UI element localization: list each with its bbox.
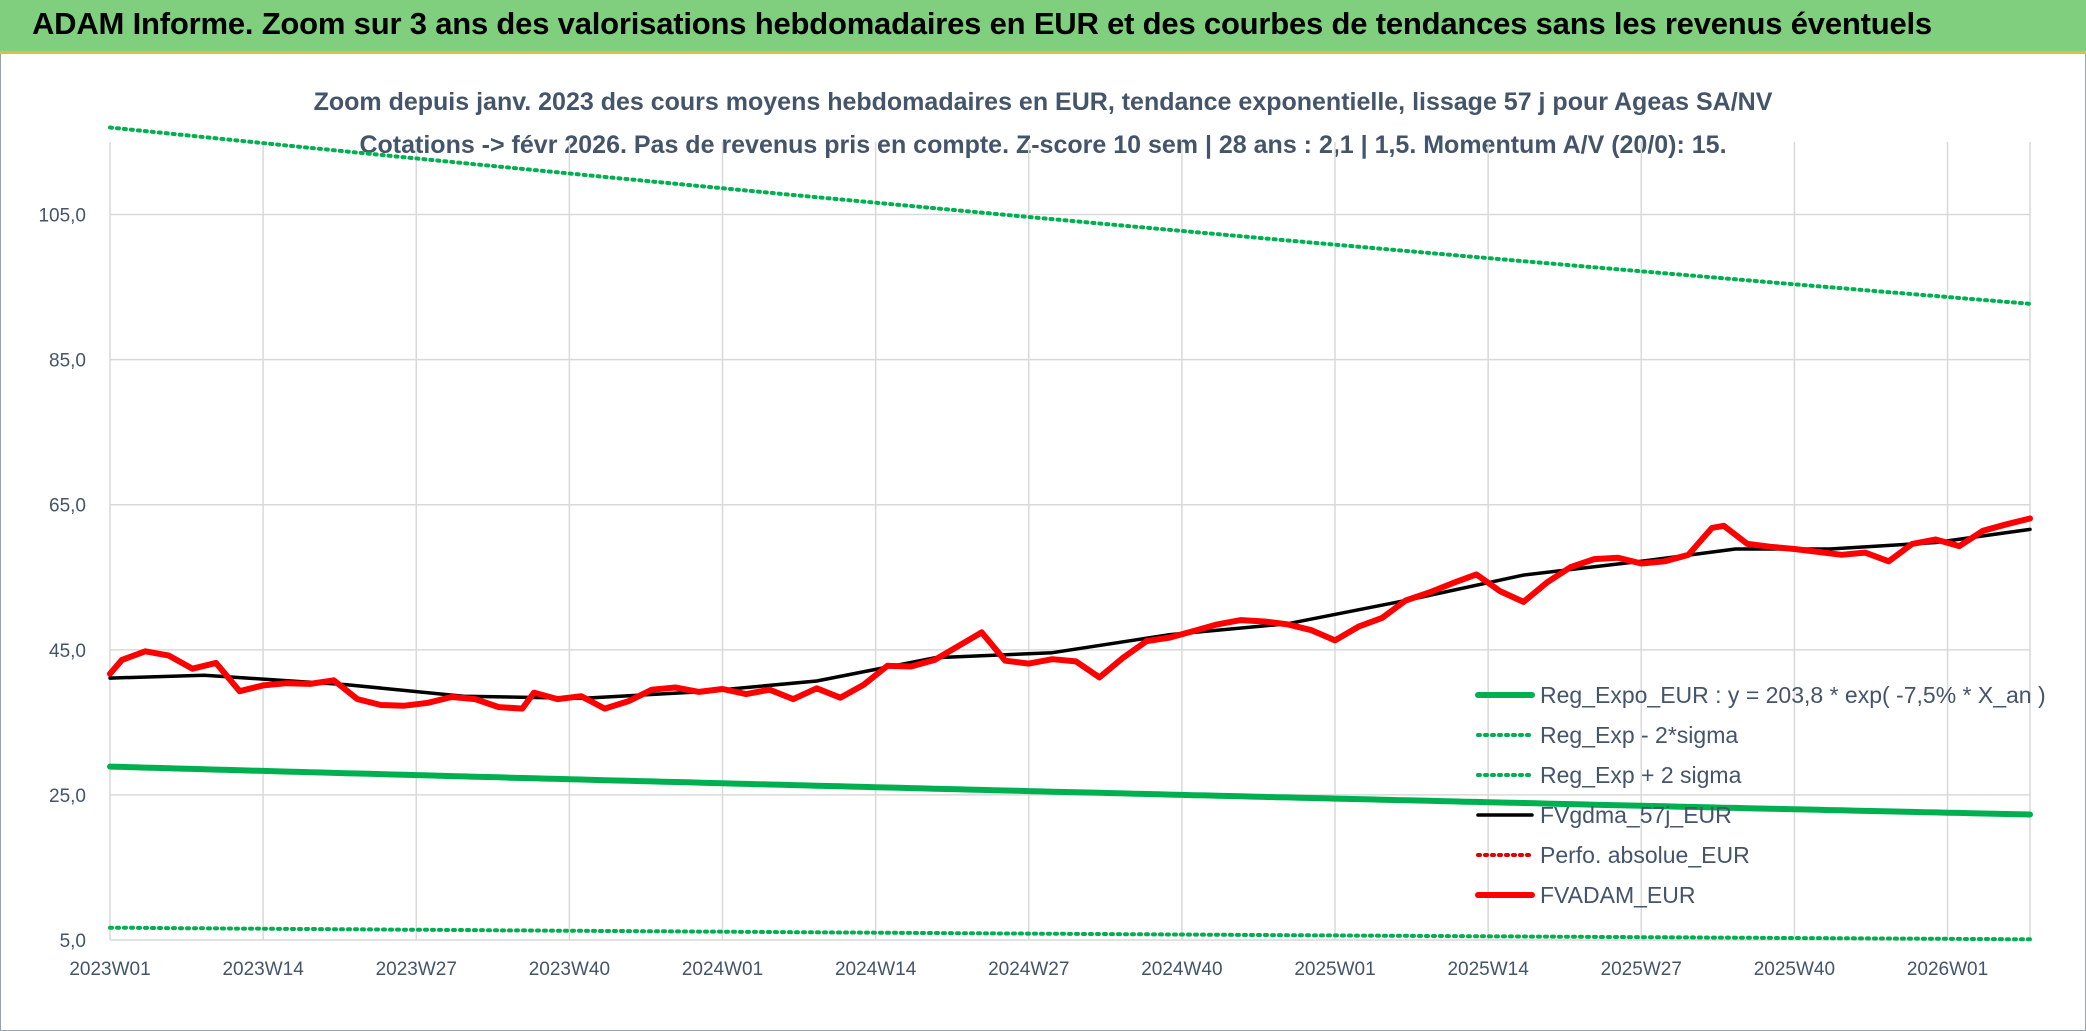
legend-label: FVADAM_EUR [1540, 882, 1696, 908]
x-tick-label: 2025W40 [1754, 959, 1835, 980]
x-tick-label: 2023W40 [529, 959, 610, 980]
legend-label: Reg_Exp + 2 sigma [1540, 762, 1742, 788]
chart-title: Zoom depuis janv. 2023 des cours moyens … [314, 88, 1773, 116]
x-tick-label: 2025W14 [1447, 959, 1529, 980]
fvgdma-line [108, 527, 2032, 701]
y-tick-label: 5,0 [60, 931, 86, 952]
chart-subtitle: Cotations -> févr 2026. Pas de revenus p… [359, 131, 1726, 159]
y-tick-label: 45,0 [49, 641, 86, 662]
gridlines [109, 142, 2031, 941]
legend: Reg_Expo_EUR : y = 203,8 * exp( -7,5% * … [1475, 682, 2046, 908]
x-tick-label: 2025W01 [1294, 959, 1375, 980]
axis-labels: 105,0 85,0 65,0 45,0 25,0 5,0 2023W01 2023W14 20… [38, 206, 1988, 980]
report-title: ADAM Informe. Zoom sur 3 ans des valoris… [32, 6, 1932, 41]
x-tick-label: 2024W40 [1141, 959, 1222, 980]
legend-label: FVgdma_57j_EUR [1540, 802, 1732, 828]
x-tick-label: 2025W27 [1601, 959, 1682, 980]
x-tick-label: 2023W14 [222, 959, 304, 980]
y-tick-label: 85,0 [49, 351, 86, 372]
reg-expo-line [107, 763, 2033, 818]
x-tick-label: 2026W01 [1907, 959, 1988, 980]
fvadam-line [107, 515, 2033, 712]
report-header-band: ADAM Informe. Zoom sur 3 ans des valoris… [0, 0, 2086, 54]
x-tick-label: 2023W01 [69, 959, 150, 980]
x-tick-label: 2023W27 [376, 959, 457, 980]
reg-exp-minus-2sigma-line [108, 925, 2032, 942]
x-tick-label: 2024W27 [988, 959, 1069, 980]
y-tick-label: 25,0 [49, 786, 86, 807]
x-tick-label: 2024W01 [682, 959, 763, 980]
y-tick-label: 105,0 [38, 206, 86, 227]
reg-exp-plus-2sigma-line [108, 125, 2032, 306]
series-layer [107, 125, 2033, 942]
legend-label: Reg_Exp - 2*sigma [1540, 722, 1738, 748]
y-tick-label: 65,0 [49, 496, 86, 517]
legend-label: Reg_Expo_EUR : y = 203,8 * exp( -7,5% * … [1540, 682, 2046, 708]
x-tick-label: 2024W14 [835, 959, 917, 980]
legend-label: Perfo. absolue_EUR [1540, 842, 1750, 868]
